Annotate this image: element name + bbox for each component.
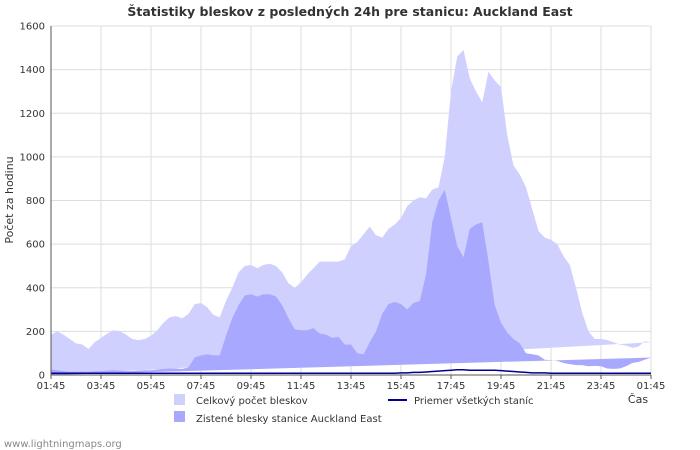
legend-swatch-total	[174, 394, 185, 405]
y-tick-label: 1400	[20, 65, 45, 76]
plot-areas	[51, 49, 651, 376]
x-tick-label: 21:45	[537, 381, 566, 392]
x-tick-label: 05:45	[137, 381, 166, 392]
x-tick-label: 01:45	[37, 381, 66, 392]
x-tick-label: 17:45	[437, 381, 466, 392]
x-tick-label: 15:45	[387, 381, 416, 392]
series-station-area	[51, 189, 651, 375]
credit-text: www.lightningmaps.org	[4, 439, 122, 450]
legend-label-total: Celkový počet bleskov	[196, 395, 308, 407]
x-tick-label: 01:45	[637, 381, 666, 392]
series-average-line	[51, 369, 651, 374]
x-tick-label: 07:45	[187, 381, 216, 392]
x-tick-label: 13:45	[337, 381, 366, 392]
x-axis-ticks: 01:45 03:45 05:45 07:45 09:45 11:45 13:45 15:45…	[37, 381, 666, 392]
legend-label-average: Priemer všetkých staníc	[414, 395, 534, 407]
legend: Celkový počet bleskov Zistené blesky sta…	[174, 394, 534, 425]
x-tick-label: 03:45	[87, 381, 116, 392]
x-tick-label: 23:45	[587, 381, 616, 392]
y-tick-label: 1200	[20, 109, 45, 120]
y-tick-label: 0	[39, 371, 45, 382]
y-tick-label: 400	[26, 283, 45, 294]
chart-title: Štatistiky bleskov z posledných 24h pre …	[127, 4, 572, 19]
y-tick-label: 800	[26, 196, 45, 207]
x-tick-label: 11:45	[287, 381, 316, 392]
y-tick-label: 1600	[20, 22, 45, 33]
y-axis-ticks: 0 200 400 600 800 1000 1200 1400 1600	[20, 22, 45, 382]
plot-axes	[50, 26, 652, 379]
series-total-area	[51, 49, 651, 376]
x-tick-label: 09:45	[237, 381, 266, 392]
x-axis-title: Čas	[628, 393, 648, 406]
y-tick-label: 1000	[20, 152, 45, 163]
y-tick-label: 200	[26, 327, 45, 338]
y-axis-title: Počet za hodinu	[3, 156, 16, 243]
y-tick-label: 600	[26, 240, 45, 251]
legend-swatch-station	[174, 411, 185, 422]
legend-label-station: Zistené blesky stanice Auckland East	[196, 413, 382, 425]
x-tick-label: 19:45	[487, 381, 516, 392]
